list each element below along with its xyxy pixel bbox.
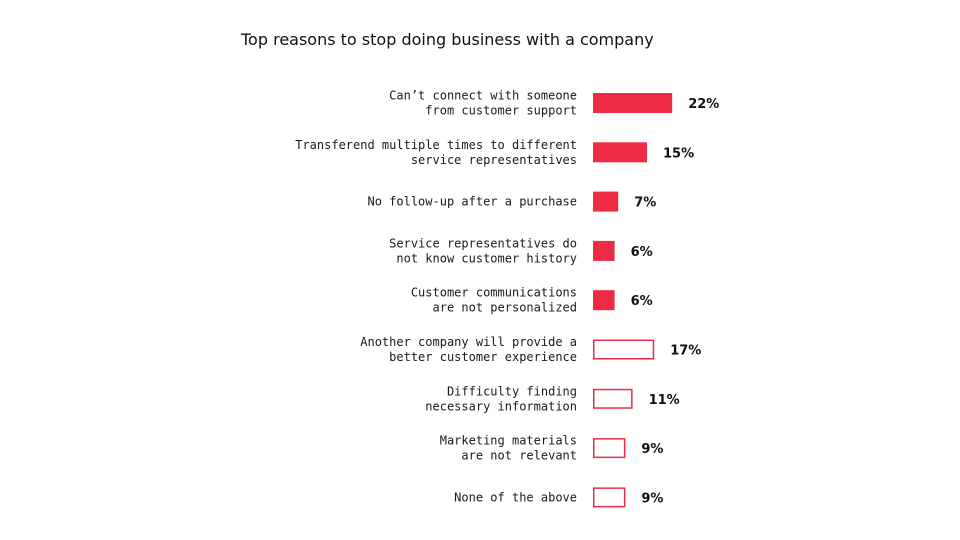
category-label-9: None of the above [454, 490, 577, 504]
value-label-5: 6% [631, 294, 653, 309]
value-label-9: 9% [641, 491, 663, 506]
bar-4 [593, 240, 615, 261]
category-label-7: Difficulty finding necessary information [425, 384, 577, 413]
value-label-1: 22% [688, 97, 719, 112]
category-label-6: Another company will provide a better cus… [360, 335, 577, 364]
bar-9 [593, 487, 626, 508]
chart-title: Top reasons to stop doing business with … [241, 30, 654, 49]
category-label-1: Can’t connect with someone from customer … [389, 89, 577, 118]
category-label-4: Service representatives do not know custo… [389, 236, 577, 265]
bar-8 [593, 438, 626, 459]
category-label-3: No follow-up after a purchase [367, 195, 577, 209]
bar-5 [593, 290, 615, 311]
value-label-3: 7% [634, 196, 656, 211]
bar-7 [593, 388, 633, 409]
bar-2 [593, 142, 647, 163]
value-label-8: 9% [641, 442, 663, 457]
category-label-5: Customer communications are not personali… [411, 286, 577, 315]
bar-3 [593, 191, 619, 212]
value-label-4: 6% [631, 245, 653, 260]
value-label-6: 17% [670, 344, 701, 359]
category-label-2: Transferend multiple times to different s… [295, 138, 577, 167]
value-label-2: 15% [663, 146, 694, 161]
category-label-8: Marketing materials are not relevant [440, 434, 577, 463]
bar-6 [593, 339, 655, 360]
value-label-7: 11% [649, 393, 680, 408]
bar-1 [593, 93, 673, 113]
